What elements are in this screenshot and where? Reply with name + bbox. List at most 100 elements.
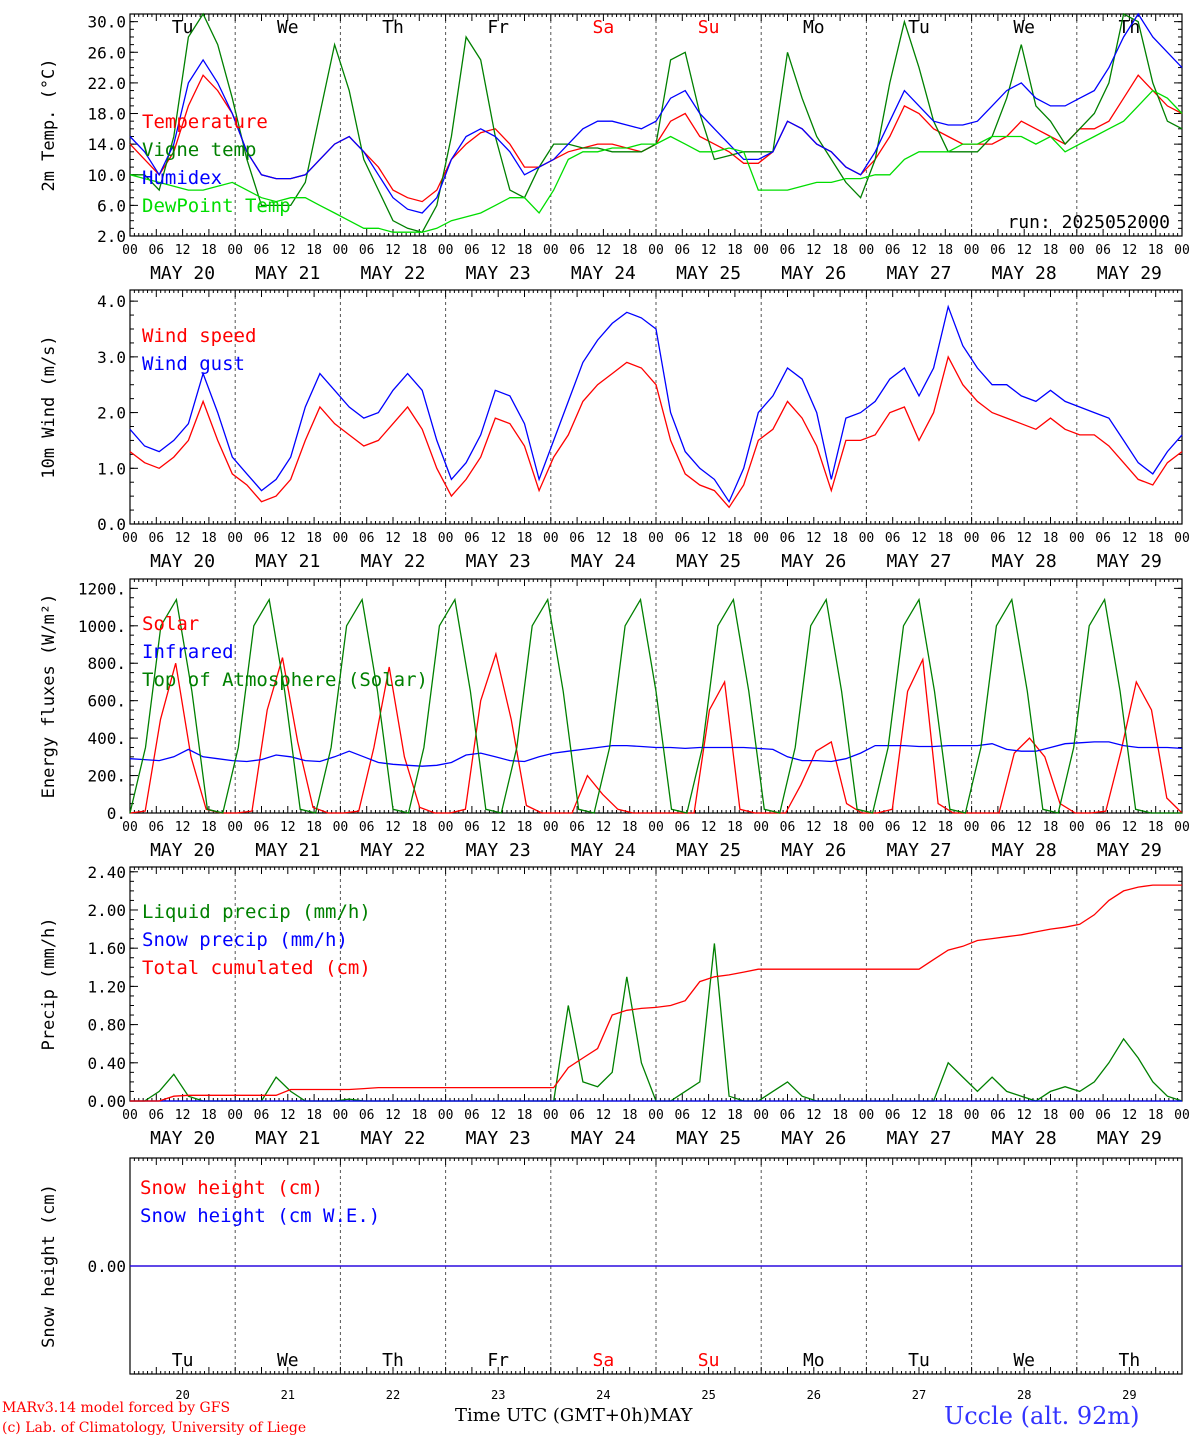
date-label: MAY 22 [360, 263, 425, 284]
weekday-label: Mo [803, 1350, 825, 1371]
hour-tick-label: 06 [990, 531, 1006, 546]
date-label: MAY 26 [781, 263, 846, 284]
series-line-top-of-atmosphere-solar- [129, 597, 1182, 814]
hour-tick-label: 18 [937, 531, 953, 546]
hour-tick-label: 18 [1148, 531, 1164, 546]
legend-entry: Snow height (cm) [140, 1177, 323, 1199]
hour-tick-label: 12 [806, 1108, 822, 1123]
hour-tick-label: 18 [832, 531, 848, 546]
hour-tick-label: 00 [648, 531, 664, 546]
hour-tick-label: 00 [753, 243, 769, 258]
hour-tick-label: 06 [464, 820, 480, 835]
date-label: MAY 24 [571, 551, 636, 572]
series-line-wind-gust [129, 304, 1183, 504]
y-tick-label: 30.0 [87, 13, 126, 32]
weekday-label: We [277, 17, 299, 38]
hour-tick-label: 00 [1174, 1108, 1190, 1123]
hour-tick-label: 00 [543, 1108, 559, 1123]
hour-tick-label: 18 [1043, 531, 1059, 546]
hour-tick-label: 00 [1174, 243, 1190, 258]
hour-tick-label: 00 [438, 243, 454, 258]
legend-entry: Wind gust [142, 353, 245, 375]
hour-tick-label: 06 [148, 243, 164, 258]
hour-tick-label: 00 [648, 820, 664, 835]
series-line-humidex [129, 12, 1183, 214]
hour-tick-label: 18 [411, 1108, 427, 1123]
legend-entry: Temperature [142, 111, 268, 133]
hour-tick-label: 18 [727, 243, 743, 258]
date-label: MAY 29 [1097, 840, 1162, 861]
date-label: MAY 29 [1097, 1128, 1162, 1149]
hour-tick-label: 06 [885, 820, 901, 835]
x-axis-month: MAY [649, 1405, 693, 1426]
hour-tick-label: 18 [201, 531, 217, 546]
hour-tick-label: 06 [1095, 531, 1111, 546]
hour-tick-label: 06 [674, 531, 690, 546]
date-label: MAY 27 [886, 1128, 951, 1149]
hour-tick-label: 00 [543, 531, 559, 546]
hour-tick-label: 18 [411, 820, 427, 835]
legend-entry: Snow precip (mm/h) [142, 929, 348, 951]
series-line-wind-speed [129, 355, 1183, 509]
legend-entry: Vigne temp [142, 139, 256, 161]
hour-tick-label: 12 [385, 820, 401, 835]
hour-tick-label: 12 [385, 243, 401, 258]
hour-tick-label: 12 [701, 531, 717, 546]
hour-tick-label: 18 [1043, 820, 1059, 835]
hour-tick-label: 12 [385, 531, 401, 546]
hour-tick-label: 18 [622, 820, 638, 835]
hour-tick-label: 06 [254, 820, 270, 835]
y-tick-label: 26.0 [87, 43, 126, 62]
hour-tick-label: 00 [543, 243, 559, 258]
y-tick-label: 0.0 [97, 515, 126, 534]
weekday-label: We [1013, 17, 1035, 38]
hour-tick-label: 18 [201, 243, 217, 258]
date-label: MAY 26 [781, 551, 846, 572]
hour-tick-label: 12 [701, 243, 717, 258]
hour-tick-label: 12 [1122, 820, 1138, 835]
x-axis-title: Time UTC (GMT+0h) [455, 1405, 650, 1426]
hour-tick-label: 12 [175, 1108, 191, 1123]
x-axis-label: Time UTC (GMT+0h)MAY [455, 1405, 692, 1426]
y-tick-label: 18.0 [87, 105, 126, 124]
hour-tick-label: 18 [1148, 243, 1164, 258]
hour-tick-label: 12 [1122, 243, 1138, 258]
weekday-label: Th [382, 17, 404, 38]
hour-tick-label: 12 [385, 1108, 401, 1123]
hour-tick-label: 00 [859, 820, 875, 835]
date-label: MAY 20 [150, 840, 215, 861]
y-tick-label: 14.0 [87, 135, 126, 154]
weekday-label: Tu [908, 1350, 930, 1371]
hour-tick-label: 18 [517, 243, 533, 258]
hour-tick-label: 00 [438, 1108, 454, 1123]
date-label: MAY 21 [255, 840, 320, 861]
series-line-total-cumulated-cm- [130, 884, 1182, 1102]
date-label: MAY 25 [676, 551, 741, 572]
hour-tick-label: 18 [201, 820, 217, 835]
date-label: MAY 24 [571, 840, 636, 861]
date-label: MAY 21 [255, 1128, 320, 1149]
y-tick-label: 0.80 [87, 1016, 126, 1035]
weekday-label: Tu [908, 17, 930, 38]
y-tick-label: 4.0 [97, 292, 126, 311]
weekday-label: Fr [487, 1350, 509, 1371]
hour-tick-label: 00 [1069, 820, 1085, 835]
hour-tick-label: 06 [569, 531, 585, 546]
hour-tick-label: 18 [622, 531, 638, 546]
weekday-label: Tu [172, 17, 194, 38]
hour-tick-label: 12 [806, 243, 822, 258]
hour-tick-label: 06 [254, 531, 270, 546]
date-label: MAY 28 [992, 263, 1057, 284]
day-number-label: 27 [912, 1388, 926, 1402]
hour-tick-label: 18 [411, 243, 427, 258]
hour-tick-label: 00 [648, 1108, 664, 1123]
date-label: MAY 23 [466, 551, 531, 572]
legend-entry: Total cumulated (cm) [142, 957, 371, 979]
day-number-label: 24 [596, 1388, 610, 1402]
hour-tick-label: 18 [937, 820, 953, 835]
y-tick-label: 1.20 [87, 977, 126, 996]
hour-tick-label: 12 [1016, 243, 1032, 258]
hour-tick-label: 12 [596, 243, 612, 258]
legend-entry: Solar [142, 613, 199, 635]
